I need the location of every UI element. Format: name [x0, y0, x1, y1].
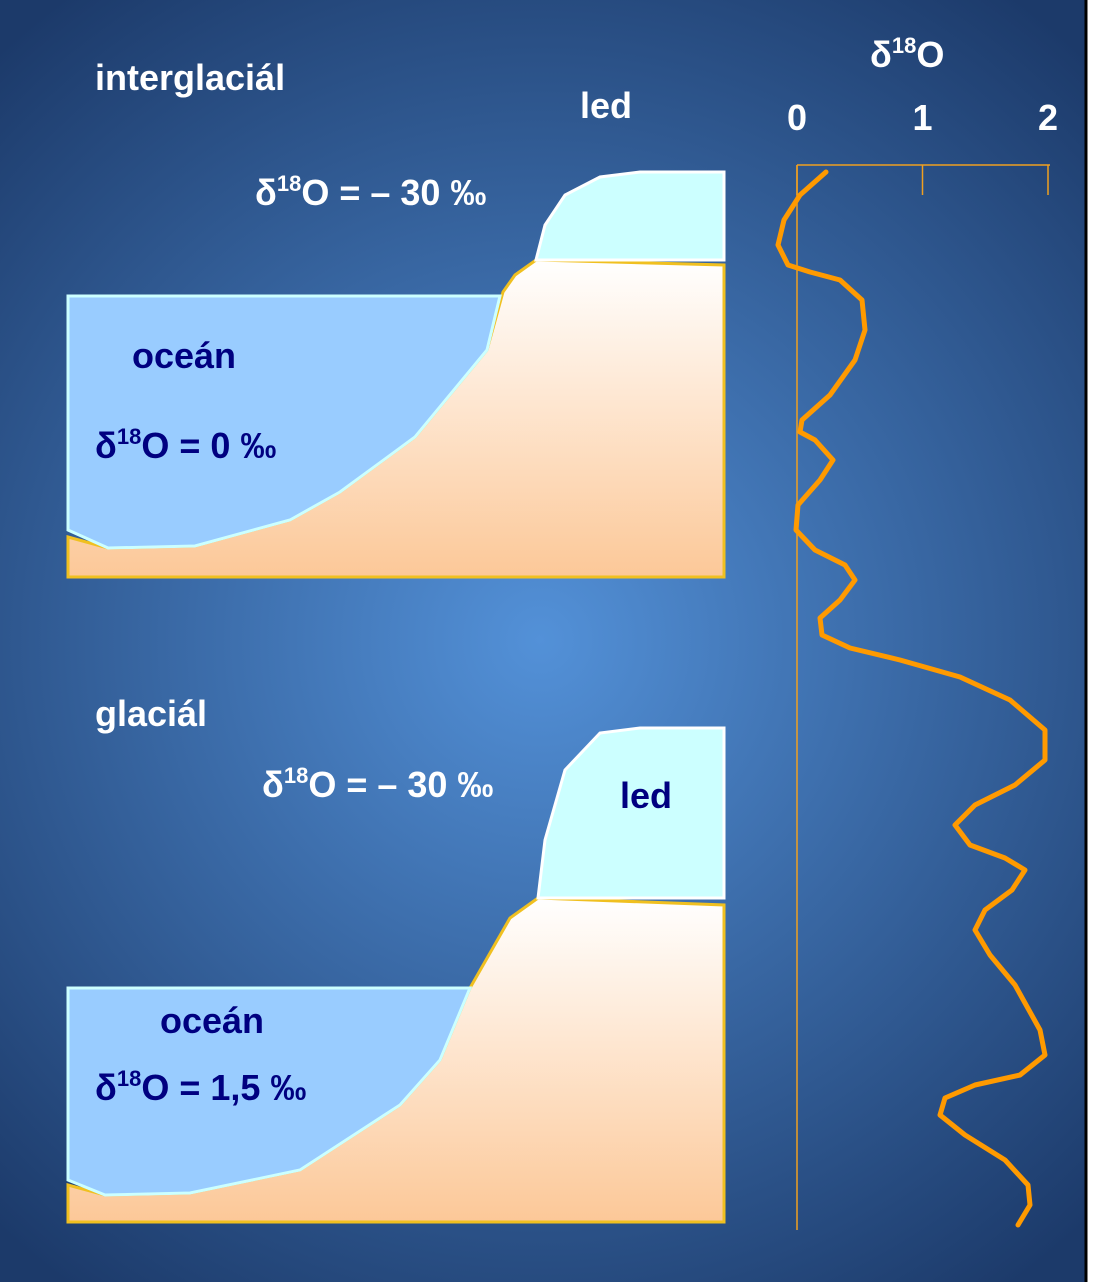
- tick-label: 1: [912, 97, 932, 138]
- superscript: 18: [284, 763, 308, 788]
- slide: interglaciál led oceán glaciál led oceán…: [0, 0, 1093, 1282]
- tick-label: 0: [787, 97, 807, 138]
- text: O = – 30 ‰: [301, 172, 486, 213]
- panel-label: interglaciál: [95, 57, 285, 98]
- tick-label: 2: [1038, 97, 1058, 138]
- symbol: δ: [262, 764, 284, 805]
- symbol: δ: [95, 1067, 117, 1108]
- symbol: δ: [255, 172, 277, 213]
- superscript: 18: [277, 171, 301, 196]
- text: O = 0 ‰: [141, 425, 276, 466]
- superscript: 18: [892, 33, 916, 58]
- ice-label: led: [620, 775, 672, 816]
- panel-label: glaciál: [95, 693, 207, 734]
- symbol: δ: [870, 34, 892, 75]
- text: O = 1,5 ‰: [141, 1067, 306, 1108]
- superscript: 18: [117, 424, 141, 449]
- ocean-label: oceán: [132, 335, 236, 376]
- text: O = – 30 ‰: [308, 764, 493, 805]
- symbol: δ: [95, 425, 117, 466]
- superscript: 18: [117, 1066, 141, 1091]
- text: O: [916, 34, 944, 75]
- ocean-label: oceán: [160, 1000, 264, 1041]
- ice-label: led: [580, 85, 632, 126]
